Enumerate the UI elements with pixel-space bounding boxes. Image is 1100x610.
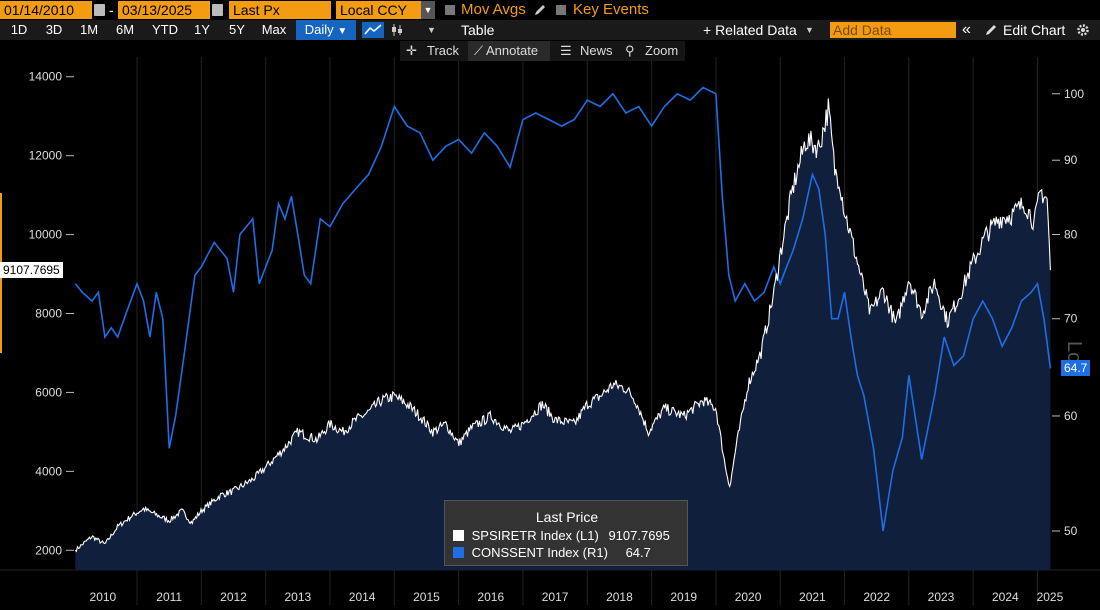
pencil-icon[interactable] (533, 3, 547, 17)
legend-name: CONSSENT Index (471, 545, 580, 560)
range-button-3d[interactable]: 3D (45, 22, 63, 37)
collapse-icon[interactable]: « (962, 21, 971, 38)
x-tick-label: 2020 (735, 590, 762, 604)
price-chart[interactable]: 2000 4000 6000 8000 10000 12000 14000 50 60 70 80… (0, 40, 1100, 610)
legend-value: 9107.7695 (608, 528, 670, 543)
x-tick-label: 2010 (90, 590, 117, 604)
x-tick-label: 2012 (220, 590, 247, 604)
left-axis: 2000 4000 6000 8000 10000 12000 14000 (29, 70, 74, 557)
y-left-tick-label: 4000 (35, 464, 62, 478)
spsiretr-line (74, 98, 1051, 553)
legend-swatch (453, 547, 464, 558)
conssent-line (74, 86, 1052, 532)
last-value-right-label: 64.7 (1061, 360, 1091, 377)
range-toolbar: 1D 3D 1M 6M YTD 1Y 5Y Max Daily ▼ ▼ Table + Rel… (0, 20, 1100, 40)
y-left-tick-label: 6000 (35, 385, 62, 399)
calendar-icon[interactable] (94, 4, 105, 16)
news-icon[interactable]: ☰ (560, 43, 572, 58)
field-selector[interactable]: Last Px (229, 1, 331, 19)
mov-avgs-checkbox[interactable] (445, 5, 455, 15)
chart-toolbar: 01/14/2010 - 03/13/2025 Last Px Local CC… (0, 0, 1100, 20)
legend-swatch (453, 530, 464, 541)
y-left-tick-label: 2000 (35, 543, 62, 557)
x-tick-label: 2018 (606, 590, 633, 604)
key-events-checkbox[interactable] (556, 5, 566, 15)
legend-name: SPSIRETR Index (471, 528, 573, 543)
line-chart-icon[interactable] (362, 22, 384, 38)
gear-icon[interactable] (1076, 23, 1090, 37)
chevron-down-icon[interactable]: ▼ (421, 1, 435, 19)
chevron-down-icon: ▼ (337, 26, 348, 37)
zoom-button[interactable]: Zoom (645, 43, 679, 58)
range-button-1m[interactable]: 1M (79, 22, 99, 37)
chart-legend: Last Price SPSIRETR Index (L1) 9107.7695… (444, 500, 688, 566)
y-left-tick-label: 14000 (29, 70, 63, 84)
zoom-icon[interactable]: ⚲ (625, 43, 635, 58)
candlestick-icon[interactable] (390, 23, 404, 37)
y-right-tick-label: 100 (1064, 87, 1084, 101)
edit-chart-button[interactable]: Edit Chart (1003, 22, 1066, 38)
x-tick-label: 2014 (349, 590, 376, 604)
spsiretr-area (75, 98, 1051, 571)
right-axis: 50 60 70 80 90 100 (1052, 87, 1084, 538)
range-button-6m[interactable]: 6M (115, 22, 135, 37)
chevron-down-icon[interactable]: ▼ (427, 25, 436, 35)
y-right-tick-label: 80 (1064, 228, 1078, 242)
news-button[interactable]: News (580, 43, 613, 58)
x-tick-label: 2025 (1037, 590, 1064, 604)
last-value-left-label: 9107.7695 (0, 262, 63, 279)
legend-entry-conssent[interactable]: CONSSENT Index (R1) 64.7 (453, 545, 651, 560)
y-left-tick-label: 10000 (29, 228, 63, 242)
x-tick-label: 2022 (863, 590, 890, 604)
key-events-label[interactable]: Key Events (573, 1, 649, 18)
track-button[interactable]: Track (427, 43, 460, 58)
x-tick-label: 2024 (992, 590, 1019, 604)
legend-entry-spsiretr[interactable]: SPSIRETR Index (L1) 9107.7695 (453, 528, 670, 543)
range-button-1d[interactable]: 1D (10, 22, 28, 37)
chevron-down-icon[interactable]: ▼ (805, 25, 814, 35)
annotate-label: Annotate (486, 43, 539, 58)
range-button-max[interactable]: Max (261, 22, 287, 37)
currency-selector[interactable]: Local CCY (336, 1, 421, 19)
y-right-tick-label: 90 (1064, 153, 1078, 167)
annotate-button[interactable]: ⟋ Annotate (468, 41, 550, 61)
y-right-tick-label: 50 (1064, 524, 1078, 538)
y-left-tick-label: 12000 (29, 149, 63, 163)
legend-value: 64.7 (625, 545, 651, 560)
range-button-1y[interactable]: 1Y (194, 22, 210, 37)
y-right-tick-label: 60 (1064, 409, 1078, 423)
x-tick-label: 2013 (284, 590, 311, 604)
add-data-input[interactable]: Add Data (830, 22, 956, 38)
related-data-button[interactable]: + Related Data (703, 22, 797, 38)
calendar-icon[interactable] (212, 4, 223, 16)
x-tick-label: 2016 (477, 590, 504, 604)
x-tick-label: 2015 (413, 590, 440, 604)
x-tick-label: 2019 (670, 590, 697, 604)
crosshair-icon[interactable]: ✛ (406, 43, 417, 58)
x-tick-label: 2023 (928, 590, 955, 604)
legend-title: Last Price (535, 509, 599, 525)
chart-tools: ✛ Track ⟋ Annotate ☰ News ⚲ Zoom (400, 41, 685, 61)
end-date-field[interactable]: 03/13/2025 (118, 1, 210, 19)
annotate-icon: ⟋ (474, 43, 484, 58)
x-tick-label: 2011 (156, 590, 182, 604)
y-right-tick-label: 70 (1064, 312, 1078, 326)
mov-avgs-label[interactable]: Mov Avgs (461, 1, 526, 18)
y-left-tick-label: 8000 (35, 307, 62, 321)
legend-axis: (R1) (582, 545, 608, 560)
table-view-button[interactable]: Table (461, 22, 495, 38)
range-button-ytd[interactable]: YTD (152, 22, 178, 37)
frequency-selector[interactable]: Daily ▼ (296, 20, 356, 40)
date-separator: - (109, 2, 114, 18)
start-date-field[interactable]: 01/14/2010 (0, 1, 92, 19)
pencil-icon[interactable] (984, 23, 998, 37)
x-tick-label: 2017 (542, 590, 569, 604)
frequency-label: Daily (304, 22, 334, 37)
x-axis: 2010 2011 2012 2013 2014 2015 2016 2017 2018 2019… (90, 590, 1064, 604)
x-tick-label: 2021 (799, 590, 826, 604)
legend-axis: (L1) (575, 528, 599, 543)
range-button-5y[interactable]: 5Y (229, 22, 245, 37)
